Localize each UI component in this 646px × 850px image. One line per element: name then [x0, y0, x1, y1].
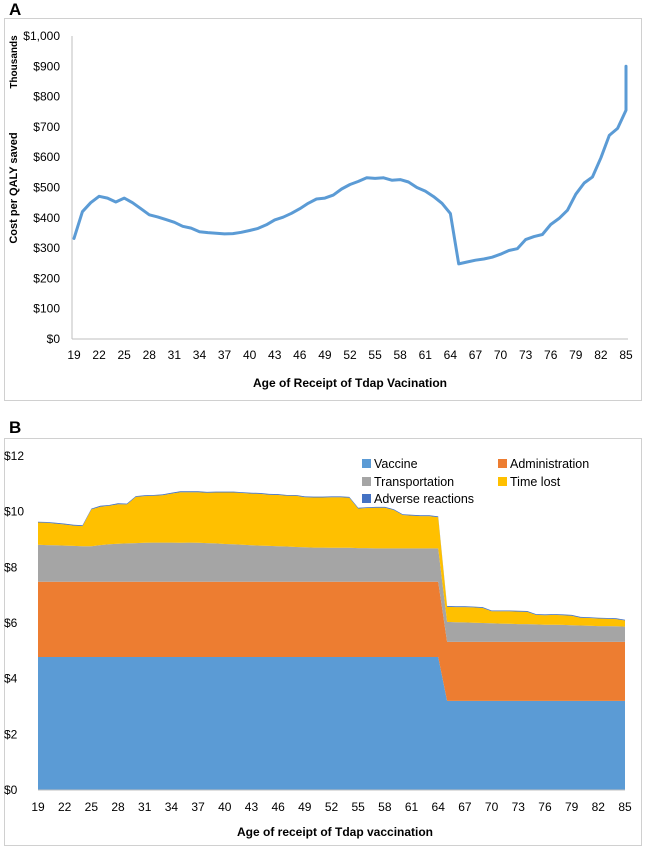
line-chart-x-tick-label: 64	[444, 348, 458, 362]
area-chart-x-tick-label: 31	[138, 800, 152, 814]
line-chart-y-tick-label: $100	[33, 302, 60, 316]
area-chart-x-tick-label: 52	[325, 800, 339, 814]
legend-swatch-adverse-reactions	[362, 494, 371, 503]
line-chart-x-tick-label: 19	[67, 348, 81, 362]
area-chart-x-ticks: 19 22 25 28 31 34 37 40 43 46 49 52 55 58 61 64 67 70 73 76…	[31, 800, 632, 814]
area-chart-x-tick-label: 64	[432, 800, 446, 814]
area-chart-y-tick-label: $8	[4, 560, 18, 574]
line-chart-series-line	[72, 64, 628, 266]
area-layer-vaccine	[38, 657, 625, 790]
line-chart-x-tick-label: 52	[343, 348, 357, 362]
area-layer-time-lost	[38, 492, 625, 627]
area-chart-x-tick-label: 22	[58, 800, 72, 814]
area-chart-x-tick-label: 43	[245, 800, 259, 814]
area-chart-x-tick-label: 49	[298, 800, 312, 814]
area-chart-x-tick-label: 28	[111, 800, 125, 814]
line-chart-x-tick-label: 34	[193, 348, 207, 362]
line-chart-x-tick-label: 22	[92, 348, 106, 362]
line-chart-x-tick-label: 85	[619, 348, 633, 362]
legend-swatch-time-lost	[498, 477, 507, 486]
line-chart-y-tick-label: $200	[33, 271, 60, 285]
line-chart-x-tick-label: 31	[168, 348, 182, 362]
area-chart-y-tick-label: $12	[4, 449, 24, 463]
area-chart-y-tick-label: $6	[4, 616, 18, 630]
area-chart-y-tick-label: $2	[4, 727, 18, 741]
line-chart-y-tick-label: $700	[33, 120, 60, 134]
area-chart-x-tick-label: 19	[31, 800, 45, 814]
line-chart-x-tick-label: 49	[318, 348, 332, 362]
legend-swatch-transportation	[362, 477, 371, 486]
line-chart-y-tick-label: $500	[33, 181, 60, 195]
area-chart-legend: Vaccine Administration Transportation Ti…	[362, 457, 589, 506]
line-chart-x-tick-label: 28	[143, 348, 157, 362]
area-chart-y-tick-label: $4	[4, 672, 18, 686]
line-chart-x-tick-label: 25	[118, 348, 132, 362]
area-chart-x-tick-label: 73	[512, 800, 526, 814]
area-chart-x-tick-label: 25	[85, 800, 99, 814]
area-layer-transportation	[38, 542, 625, 642]
line-chart-x-tick-label: 76	[544, 348, 558, 362]
line-chart-y-tick-label: $0	[47, 332, 61, 346]
line-chart-y-tick-label: $900	[33, 59, 60, 73]
area-chart-x-tick-label: 55	[352, 800, 366, 814]
area-chart-layers	[38, 491, 625, 790]
area-chart-y-tick-label: $10	[4, 505, 24, 519]
area-chart-x-tick-label: 82	[592, 800, 606, 814]
area-chart-x-tick-label: 58	[378, 800, 392, 814]
legend-label-administration: Administration	[510, 457, 589, 471]
area-chart-x-tick-label: 40	[218, 800, 232, 814]
panel-a-frame	[4, 18, 642, 401]
area-chart-x-label: Age of receipt of Tdap vaccination	[237, 825, 433, 839]
line-chart-y-tick-label: $600	[33, 150, 60, 164]
line-chart-y-tick-label: $300	[33, 241, 60, 255]
line-chart-x-tick-label: 61	[419, 348, 433, 362]
legend-label-adverse-reactions: Adverse reactions	[374, 492, 474, 506]
area-chart-y-ticks: $0 $2 $4 $6 $8 $10 $12	[4, 449, 24, 797]
area-chart-x-tick-label: 34	[165, 800, 179, 814]
area-chart-x-tick-label: 85	[618, 800, 632, 814]
line-chart-x-tick-label: 55	[368, 348, 382, 362]
panel-a-label: A	[9, 0, 22, 19]
line-chart-y-tick-label: $1,000	[23, 29, 60, 43]
line-chart-x-ticks: 19 22 25 28 31 34 37 40 43 46 49 52 55 58 61 64 67 70 73 76…	[67, 348, 633, 362]
area-chart-y-tick-label: $0	[4, 783, 18, 797]
line-chart-x-tick-label: 43	[268, 348, 282, 362]
line-chart-series	[72, 64, 628, 266]
legend-swatch-administration	[498, 459, 507, 468]
line-chart-x-tick-label: 58	[394, 348, 408, 362]
area-chart-x-tick-label: 61	[405, 800, 419, 814]
line-chart-x-tick-label: 82	[594, 348, 608, 362]
line-chart-y-ticks: $0 $100 $200 $300 $400 $500 $600 $700 $800 $900 $1…	[23, 29, 60, 346]
area-chart-x-tick-label: 67	[458, 800, 472, 814]
area-chart-x-tick-label: 70	[485, 800, 499, 814]
line-chart-x-tick-label: 37	[218, 348, 232, 362]
line-chart-x-label: Age of Receipt of Tdap Vacination	[253, 376, 447, 390]
line-chart-y-label: Cost per QALY saved	[8, 132, 20, 243]
area-chart-x-tick-label: 76	[538, 800, 552, 814]
line-chart-x-tick-label: 46	[293, 348, 307, 362]
legend-label-vaccine: Vaccine	[374, 457, 418, 471]
line-chart-x-tick-label: 70	[494, 348, 508, 362]
area-chart-x-tick-label: 79	[565, 800, 579, 814]
line-chart-x-tick-label: 67	[469, 348, 483, 362]
line-chart-x-tick-label: 73	[519, 348, 533, 362]
line-chart-x-tick-label: 40	[243, 348, 257, 362]
legend-label-time-lost: Time lost	[510, 475, 561, 489]
line-chart-x-tick-label: 79	[569, 348, 583, 362]
legend-swatch-vaccine	[362, 459, 371, 468]
area-chart-x-tick-label: 46	[271, 800, 285, 814]
panel-b-label: B	[9, 418, 22, 437]
line-chart-y-tick-label: $800	[33, 90, 60, 104]
legend-label-transportation: Transportation	[374, 475, 454, 489]
line-chart-y-unit: Thousands	[9, 35, 20, 89]
area-layer-administration	[38, 581, 625, 701]
area-chart-x-tick-label: 37	[191, 800, 205, 814]
line-chart-axes	[71, 36, 628, 340]
line-chart-y-tick-label: $400	[33, 211, 60, 225]
